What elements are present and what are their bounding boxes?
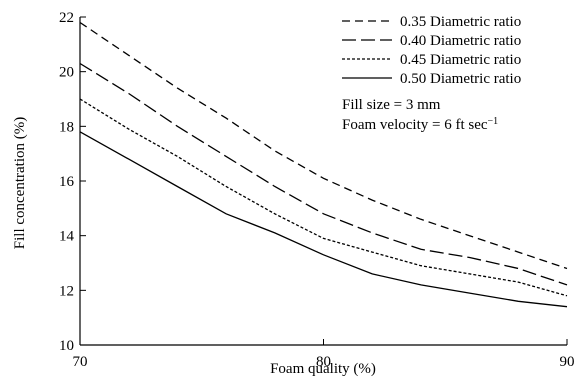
y-tick-label: 10: [59, 338, 74, 354]
y-tick-label: 22: [59, 10, 74, 26]
y-tick-label: 12: [59, 283, 74, 299]
legend-label-3: 0.50 Diametric ratio: [400, 71, 521, 87]
x-tick-label: 70: [73, 354, 88, 370]
legend: 0.35 Diametric ratio 0.40 Diametric ratio…: [342, 14, 521, 87]
y-tick-label: 14: [59, 229, 75, 245]
series-line-1: [80, 64, 567, 285]
y-tick-label: 18: [59, 119, 74, 135]
y-tick-label: 20: [59, 65, 74, 81]
legend-label-2: 0.45 Diametric ratio: [400, 52, 521, 68]
legend-label-1: 0.40 Diametric ratio: [400, 33, 521, 49]
x-tick-label: 90: [560, 354, 575, 370]
series-line-3: [80, 132, 567, 307]
series-line-2: [80, 99, 567, 296]
annotation-superscript: −1: [488, 116, 499, 127]
legend-label-0: 0.35 Diametric ratio: [400, 14, 521, 30]
annotations: Fill size = 3 mm Foam velocity = 6 ft sec…: [342, 97, 498, 133]
annotation-0: Fill size = 3 mm: [342, 97, 441, 113]
x-axis-label: Foam quality (%): [270, 361, 376, 377]
y-axis-label: Fill concentration (%): [12, 117, 28, 249]
y-tick-label: 16: [59, 174, 75, 190]
annotation-1: Foam velocity = 6 ft sec−1: [342, 116, 498, 134]
